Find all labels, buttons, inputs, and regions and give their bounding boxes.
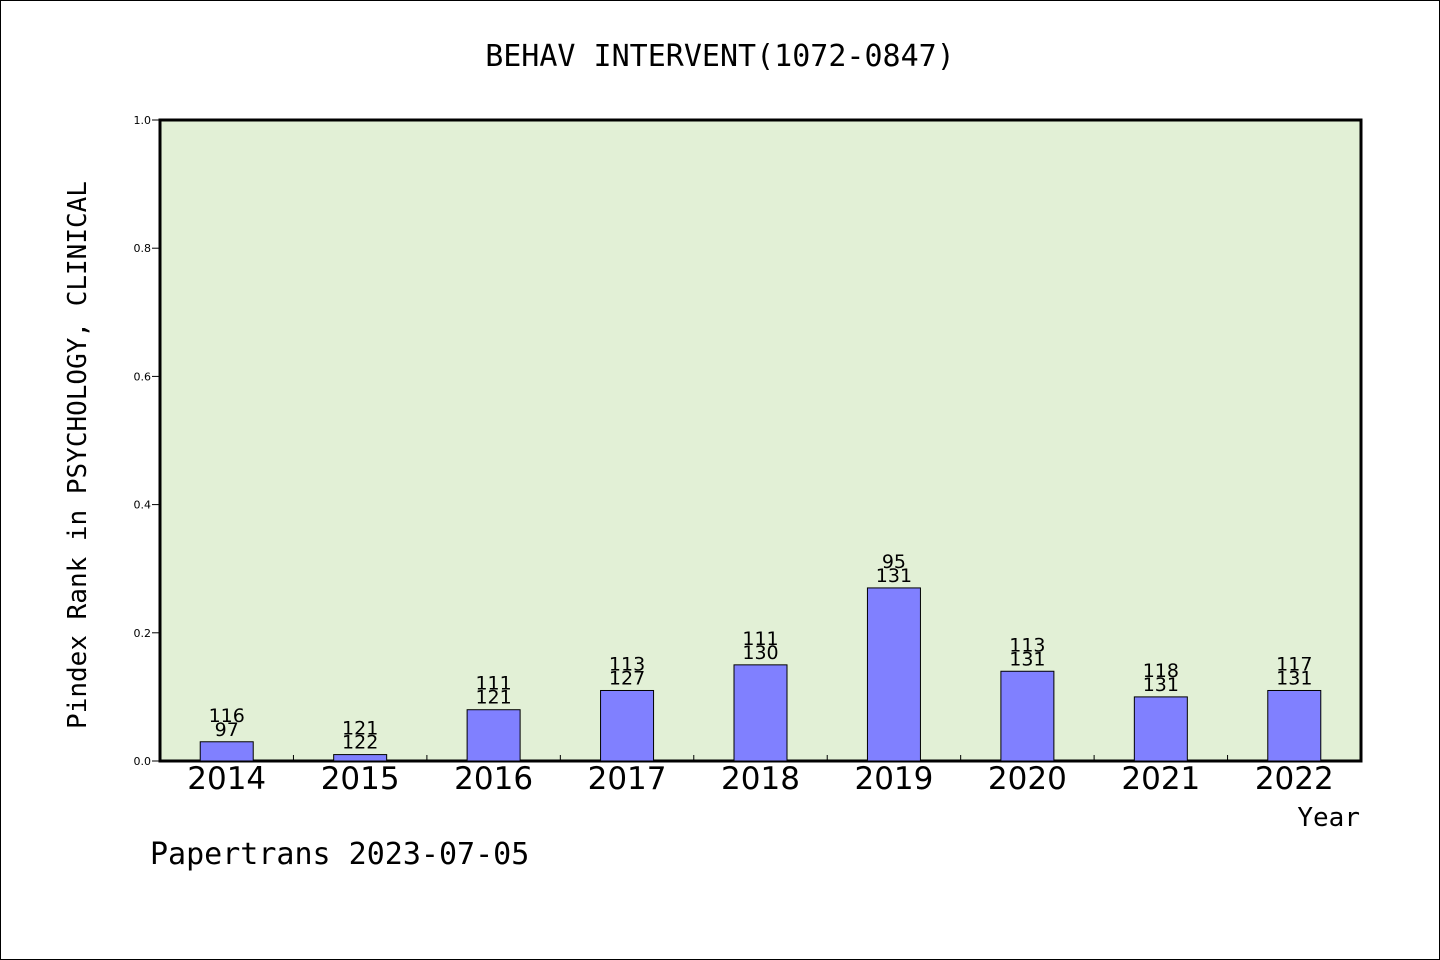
bar <box>466 709 521 762</box>
x-tick-label: 2019 <box>854 761 933 797</box>
y-tick-label: 0.0 <box>134 755 152 768</box>
y-axis: 0.0 0.2 0.4 0.6 0.8 1.0 <box>134 114 160 768</box>
bar <box>600 689 655 762</box>
bar-label-top: 121 <box>342 718 378 740</box>
bar <box>333 754 388 762</box>
footer-text: Papertrans 2023-07-05 <box>150 837 529 872</box>
bar-label-bottom: 131 <box>876 565 912 587</box>
x-axis-label: Year <box>1297 803 1360 833</box>
x-tick-label: 2015 <box>321 761 400 797</box>
bar-label-bottom: 122 <box>342 732 378 754</box>
chart-title: BEHAV INTERVENT(1072-0847) <box>485 39 955 74</box>
bar-label-bottom: 131 <box>1009 648 1045 670</box>
bar-label-top: 117 <box>1276 653 1312 675</box>
x-tick-label: 2022 <box>1255 761 1334 797</box>
bar-label-bottom: 131 <box>1276 667 1312 689</box>
bar-label-bottom: 127 <box>609 667 645 689</box>
y-axis-label: Pindex Rank in PSYCHOLOGY, CLINICAL <box>63 181 93 729</box>
bar-label-top: 113 <box>609 653 645 675</box>
y-tick-label: 0.8 <box>134 242 152 255</box>
bar-label-top: 95 <box>882 551 906 573</box>
bar <box>1000 670 1055 762</box>
bar-label-top: 111 <box>742 628 778 650</box>
bar-label-bottom: 130 <box>742 642 778 664</box>
bar <box>733 664 788 762</box>
x-tick-label: 2014 <box>187 761 266 797</box>
bar-label-top: 116 <box>209 705 245 727</box>
x-tick-label: 2017 <box>588 761 667 797</box>
bar <box>199 741 254 762</box>
x-axis: 2014 2015 2016 2017 2018 2019 2020 2021 2022 <box>187 755 1334 797</box>
y-tick-label: 1.0 <box>134 114 152 127</box>
x-tick-label: 2021 <box>1121 761 1200 797</box>
plot-area <box>158 118 1363 763</box>
y-tick-label: 0.6 <box>134 370 152 383</box>
x-tick-label: 2016 <box>454 761 533 797</box>
bar <box>1267 689 1322 762</box>
x-tick-label: 2018 <box>721 761 800 797</box>
bar <box>1133 696 1188 762</box>
y-tick-label: 0.4 <box>134 499 152 512</box>
bar-label-bottom: 97 <box>215 719 239 741</box>
bar-label-top: 113 <box>1009 634 1045 656</box>
y-tick-label: 0.2 <box>134 627 152 640</box>
bar-label-bottom: 121 <box>475 687 511 709</box>
bar-label-top: 118 <box>1143 660 1179 682</box>
bars-group <box>199 587 1322 762</box>
bar-label-bottom: 131 <box>1143 674 1179 696</box>
bar <box>866 587 921 762</box>
x-tick-label: 2020 <box>988 761 1067 797</box>
bar-label-top: 111 <box>475 673 511 695</box>
